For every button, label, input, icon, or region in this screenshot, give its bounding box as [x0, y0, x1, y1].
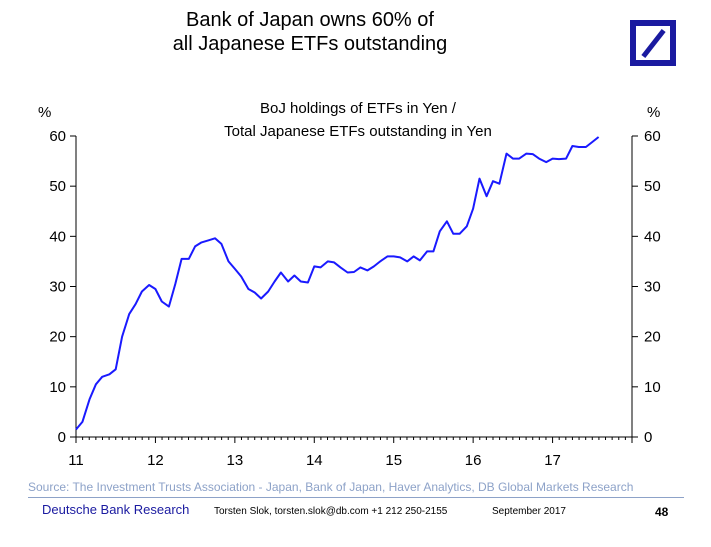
y-tick-label-left: 10 — [49, 379, 66, 396]
x-tick-label: 16 — [465, 452, 482, 469]
x-tick-label: 13 — [227, 452, 244, 469]
y-axis-label-right: % — [647, 104, 660, 121]
y-tick-label-right: 30 — [644, 279, 661, 296]
slide-title-line-1: Bank of Japan owns 60% of — [186, 9, 434, 31]
x-tick-label: 14 — [306, 452, 323, 469]
y-tick-label-left: 60 — [49, 128, 66, 145]
y-tick-label-right: 50 — [644, 178, 661, 195]
x-tick-label: 17 — [544, 452, 561, 469]
page-number: 48 — [655, 505, 669, 519]
x-tick-label: 12 — [147, 452, 164, 469]
y-tick-label-right: 60 — [644, 128, 661, 145]
footer-brand: Deutsche Bank Research — [42, 502, 190, 517]
y-tick-label-left: 50 — [49, 178, 66, 195]
logo-inner-square — [636, 26, 670, 60]
y-tick-label-left: 30 — [49, 279, 66, 296]
y-tick-label-left: 20 — [49, 329, 66, 346]
source-note: Source: The Investment Trusts Associatio… — [28, 480, 634, 494]
x-tick-label: 15 — [385, 452, 402, 469]
y-tick-label-left: 40 — [49, 228, 66, 245]
y-tick-label-left: 0 — [58, 429, 66, 446]
footer-date: September 2017 — [492, 506, 566, 517]
y-axis-label-left: % — [38, 104, 51, 121]
footer-divider — [28, 497, 684, 498]
footer-author: Torsten Slok, torsten.slok@db.com +1 212… — [214, 506, 448, 517]
chart-subtitle-line-2: Total Japanese ETFs outstanding in Yen — [224, 123, 492, 140]
deutsche-bank-logo-icon — [630, 20, 676, 66]
plot-area — [75, 136, 600, 431]
slide-title: Bank of Japan owns 60% of all Japanese E… — [110, 8, 510, 56]
y-tick-label-right: 10 — [644, 379, 661, 396]
y-tick-label-right: 40 — [644, 228, 661, 245]
x-tick-label: 11 — [68, 452, 84, 469]
series-line-0 — [75, 136, 600, 431]
y-tick-label-right: 20 — [644, 329, 661, 346]
chart-axes: 0 0 10 10 20 20 30 30 40 40 50 50 60 60 11 12 13 14 15 16 17 — [49, 128, 660, 469]
chart-subtitle-line-1: BoJ holdings of ETFs in Yen / — [260, 100, 457, 117]
slide-title-line-2: all Japanese ETFs outstanding — [172, 33, 448, 55]
y-tick-label-right: 0 — [644, 429, 652, 446]
